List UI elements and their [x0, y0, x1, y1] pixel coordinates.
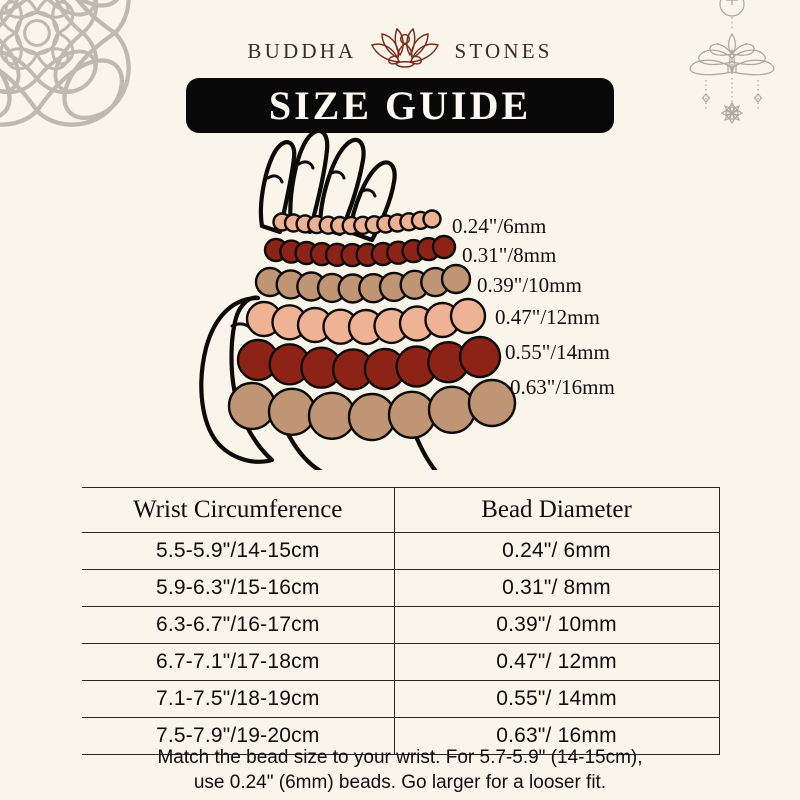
bead [422, 209, 442, 229]
table-row: 5.9-6.3"/15-16cm 0.31"/ 8mm [82, 569, 720, 607]
footer-note: Match the bead size to your wrist. For 5… [0, 745, 800, 795]
lotus-pendant-ornament-icon [689, 0, 775, 125]
open-hand-with-bracelets-icon [199, 130, 517, 470]
bracelet-row [263, 234, 457, 268]
table-header-row: Wrist Circumference Bead Diameter [82, 487, 720, 533]
bead [440, 263, 472, 295]
cell-bead-diameter: 0.31"/ 8mm [394, 569, 720, 607]
brand-word-left: BUDDHA [247, 38, 357, 63]
cell-bead-diameter: 0.47"/ 12mm [394, 643, 720, 681]
brand-header: BUDDHA STONES [0, 28, 800, 74]
bead [427, 385, 477, 434]
table-row: 7.1-7.5"/18-19cm 0.55"/ 14mm [82, 680, 720, 718]
table-row: 7.5-7.9"/19-20cm 0.63"/ 16mm [82, 717, 720, 755]
bead [467, 378, 517, 428]
bracelet-row [236, 335, 502, 391]
bracelet-row [227, 378, 517, 442]
cell-bead-diameter: 0.39"/ 10mm [394, 606, 720, 644]
cell-bead-diameter: 0.24"/ 6mm [394, 532, 720, 570]
mandala-flower-icon [0, 0, 131, 127]
bead [267, 387, 317, 436]
bracelet-row [272, 209, 442, 236]
page-title-banner: SIZE GUIDE [186, 78, 614, 133]
column-header-bead: Bead Diameter [394, 487, 720, 533]
cell-bead-diameter: 0.55"/ 14mm [394, 680, 720, 718]
cell-wrist-circumference: 7.5-7.9"/19-20cm [82, 717, 395, 755]
lotus-meditation-logo [371, 28, 440, 68]
table-row: 6.7-7.1"/17-18cm 0.47"/ 12mm [82, 643, 720, 681]
bead [387, 390, 437, 439]
brand-word-right: STONES [454, 38, 553, 63]
column-header-wrist: Wrist Circumference [82, 487, 395, 533]
cell-wrist-circumference: 5.5-5.9"/14-15cm [82, 532, 395, 570]
cell-wrist-circumference: 6.7-7.1"/17-18cm [82, 643, 395, 681]
cell-wrist-circumference: 6.3-6.7"/16-17cm [82, 606, 395, 644]
table-row: 5.5-5.9"/14-15cm 0.24"/ 6mm [82, 532, 720, 570]
bead [227, 381, 277, 431]
cell-bead-diameter: 0.63"/ 16mm [394, 717, 720, 755]
cell-wrist-circumference: 5.9-6.3"/15-16cm [82, 569, 395, 607]
footer-line-1: Match the bead size to your wrist. For 5… [157, 747, 643, 768]
bead [449, 297, 487, 335]
bracelet-row [254, 263, 472, 304]
bead [458, 335, 502, 379]
bead [431, 234, 457, 260]
cell-wrist-circumference: 7.1-7.5"/18-19cm [82, 680, 395, 718]
footer-line-2: use 0.24" (6mm) beads. Go larger for a l… [193, 772, 607, 793]
bracelet-row [245, 297, 487, 346]
size-chart-table: Wrist Circumference Bead Diameter 5.5-5.… [82, 487, 720, 755]
table-row: 6.3-6.7"/16-17cm 0.39"/ 10mm [82, 606, 720, 644]
page-title: SIZE GUIDE [268, 83, 532, 128]
